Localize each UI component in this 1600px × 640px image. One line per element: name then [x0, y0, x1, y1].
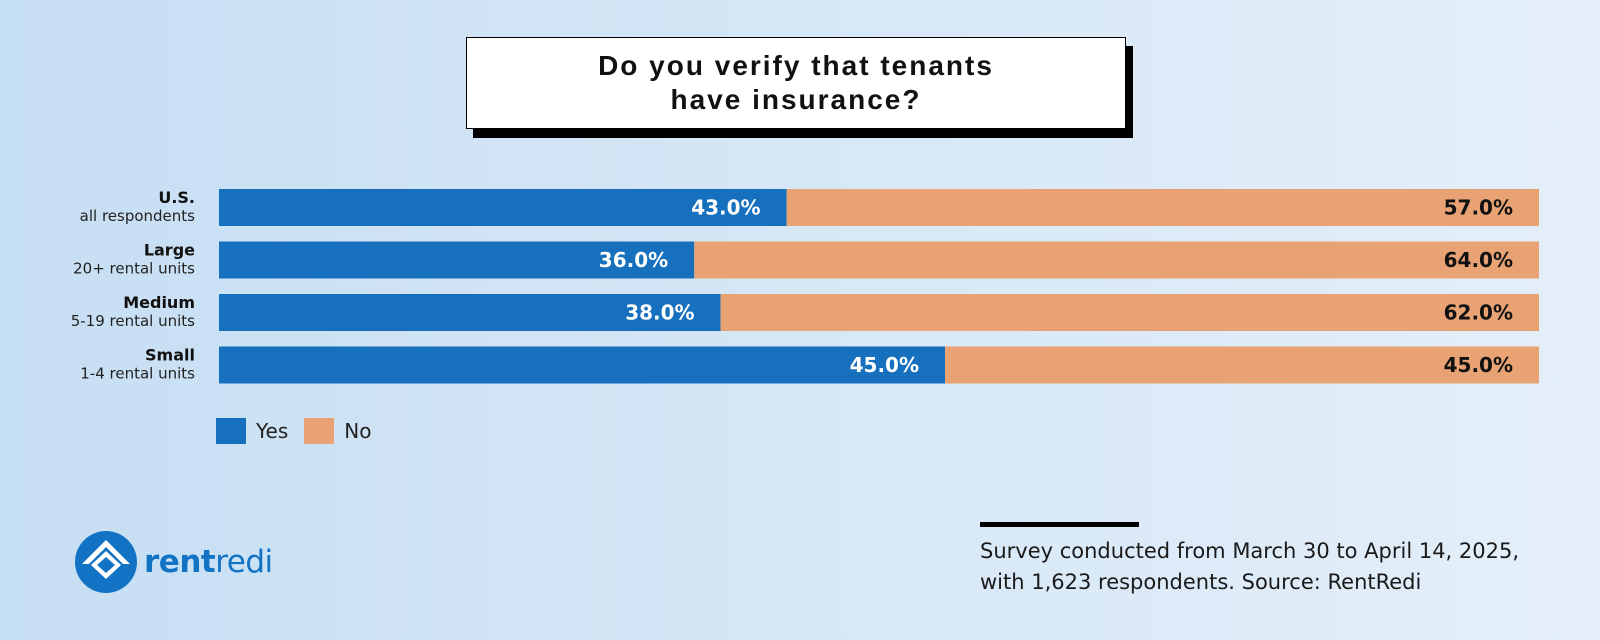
stacked-bar-chart: 43.0% 57.0% U.S.all respondents 36.0% 64.0% L… [71, 188, 1539, 384]
category-label-1: Large [144, 241, 195, 260]
bar-yes-3 [219, 346, 945, 384]
survey-footnote: Survey conducted from March 30 to April … [980, 536, 1560, 598]
title-line-1: Do you verify that tenants [598, 50, 994, 81]
bar-yes-2 [219, 294, 721, 331]
logo-wordmark-redi: redi [215, 544, 273, 580]
house-circle-icon [75, 531, 137, 593]
category-sublabel-3: 1-4 rental units [80, 365, 195, 383]
category-sublabel-0: all respondents [80, 207, 196, 225]
bar-no-2 [720, 294, 1539, 331]
category-label-0: U.S. [158, 188, 195, 207]
legend-label-yes: Yes [256, 419, 289, 443]
data-label-yes-0: 43.0% [691, 196, 760, 220]
category-sublabel-1: 20+ rental units [73, 260, 195, 278]
footnote-rule [980, 522, 1139, 527]
category-sublabel-2: 5-19 rental units [71, 312, 195, 330]
bar-yes-1 [219, 241, 695, 279]
legend-swatch-yes [216, 418, 246, 444]
legend-item-no: No [304, 418, 372, 444]
category-label-3: Small [145, 346, 195, 365]
legend-label-no: No [344, 419, 372, 443]
footnote-line-1: Survey conducted from March 30 to April … [980, 539, 1520, 563]
bar-yes-0 [219, 189, 787, 226]
bar-no-1 [694, 241, 1539, 279]
logo-wordmark: rentredi [144, 544, 273, 580]
bar-no-0 [786, 189, 1539, 226]
data-label-yes-3: 45.0% [850, 353, 919, 377]
bar-no-3 [945, 346, 1539, 384]
data-label-no-0: 57.0% [1444, 196, 1513, 220]
legend-item-yes: Yes [216, 418, 288, 444]
category-label-2: Medium [123, 293, 195, 312]
data-label-no-2: 62.0% [1444, 301, 1513, 325]
data-label-yes-1: 36.0% [599, 248, 668, 272]
logo-wordmark-rent: rent [144, 544, 216, 580]
legend-swatch-no [304, 418, 335, 444]
title-line-2: have insurance? [670, 84, 922, 115]
data-label-yes-2: 38.0% [625, 301, 694, 325]
chart-legend: Yes No [216, 418, 388, 444]
footnote-line-2: with 1,623 respondents. Source: RentRedi [980, 570, 1422, 594]
data-label-no-1: 64.0% [1444, 248, 1513, 272]
rentredi-logo: rentredi [74, 530, 273, 594]
data-label-no-3: 45.0% [1444, 353, 1513, 377]
title-box: Do you verify that tenants have insuranc… [466, 37, 1126, 129]
chart-title: Do you verify that tenants have insuranc… [598, 49, 994, 117]
